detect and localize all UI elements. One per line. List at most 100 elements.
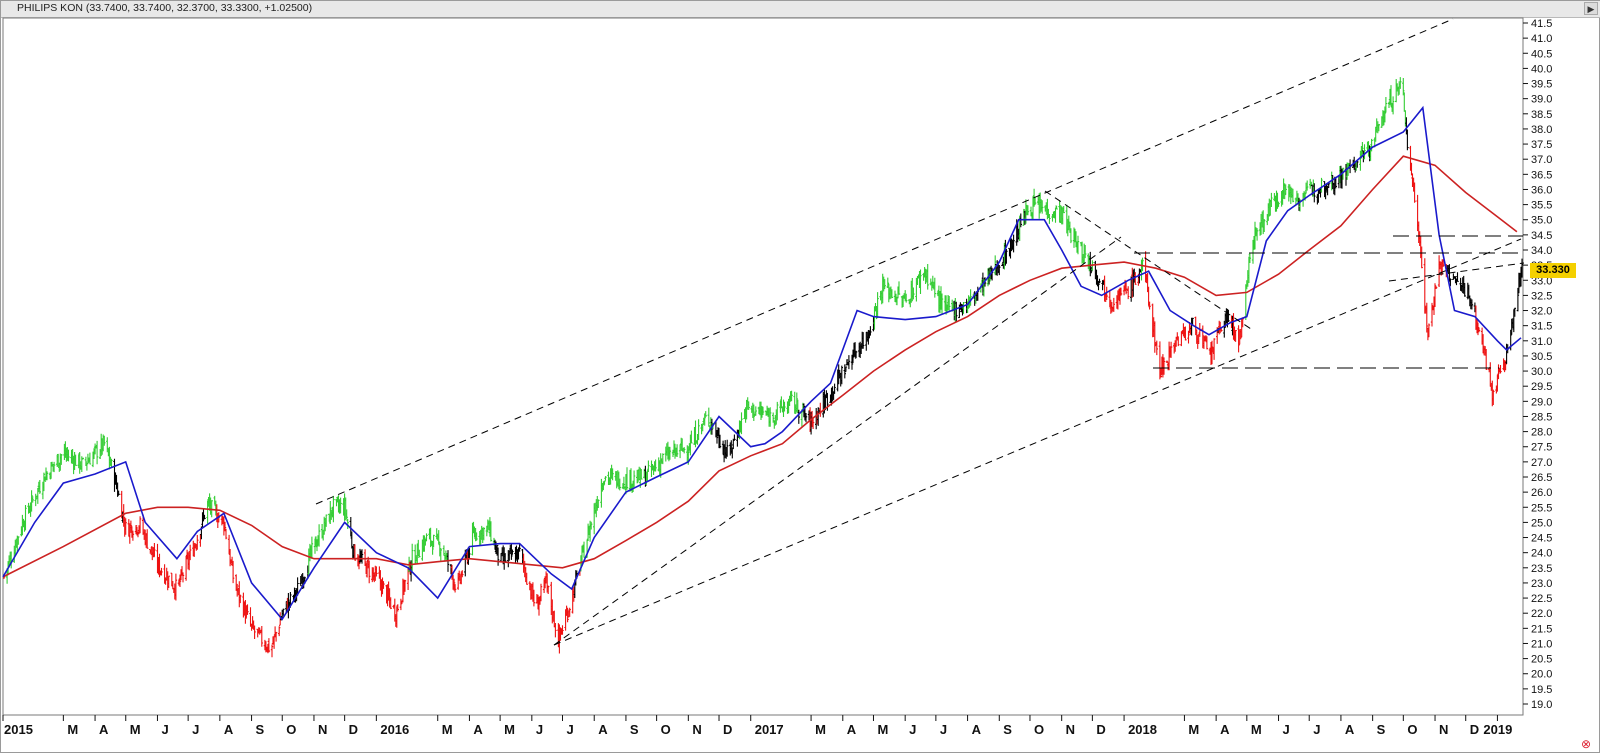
price-bar <box>411 543 414 571</box>
price-bar <box>482 527 485 541</box>
price-bar <box>442 545 446 556</box>
support-line <box>553 236 1122 646</box>
lower-channel-line <box>553 238 1522 646</box>
y-tick-label: 25.0 <box>1531 517 1552 529</box>
price-bar <box>640 469 643 480</box>
price-bar <box>718 434 722 449</box>
price-bar <box>847 355 851 370</box>
price-bar <box>375 566 378 577</box>
price-bar <box>368 560 371 584</box>
price-bar <box>103 435 106 446</box>
x-tick-label: S <box>1377 722 1386 737</box>
price-bar <box>38 480 41 494</box>
upper-channel-line <box>315 18 1454 505</box>
x-tick-label: O <box>661 722 671 737</box>
price-bar <box>1141 257 1144 272</box>
x-tick-label: D <box>349 722 358 737</box>
price-bar <box>1383 106 1387 123</box>
price-bar <box>1434 286 1438 289</box>
x-tick-label: J <box>940 722 947 737</box>
y-tick-label: 40.5 <box>1531 48 1552 60</box>
triangle-right-icon[interactable]: ▶ <box>1584 2 1598 15</box>
price-bar <box>1153 321 1156 353</box>
price-bar <box>1361 142 1364 155</box>
price-bar <box>274 631 278 642</box>
price-bar <box>1520 258 1524 278</box>
price-bar <box>270 644 274 658</box>
price-bar <box>962 302 965 314</box>
price-bar <box>458 570 461 581</box>
price-bar <box>883 279 886 289</box>
x-tick-label: M <box>67 722 78 737</box>
price-bar <box>876 292 879 319</box>
price-bar <box>510 543 513 560</box>
chart-title: PHILIPS KON (33.7400, 33.7400, 32.3700, … <box>17 2 313 14</box>
price-bar <box>1516 287 1520 312</box>
y-tick-label: 40.0 <box>1531 63 1552 75</box>
y-tick-label: 30.5 <box>1531 351 1552 363</box>
slow-moving-average-line <box>2 155 1518 578</box>
price-bar <box>382 580 385 589</box>
circle-x-icon[interactable]: ⊗ <box>1580 737 1592 751</box>
price-bar <box>602 481 605 491</box>
price-bar <box>697 419 700 441</box>
price-bar <box>840 365 843 385</box>
x-tick-label: A <box>99 722 109 737</box>
price-bar <box>618 478 621 491</box>
price-bar <box>1284 184 1287 195</box>
price-bar <box>1413 182 1416 203</box>
y-tick-label: 36.5 <box>1531 169 1552 181</box>
price-bar <box>1127 286 1130 300</box>
price-bar <box>694 420 697 448</box>
price-bar <box>511 549 514 556</box>
price-bar <box>339 497 342 514</box>
plot-frame <box>2 17 1524 716</box>
price-bar <box>1513 307 1516 317</box>
price-bar <box>110 458 113 468</box>
price-bar <box>804 413 808 423</box>
price-bar <box>495 545 499 556</box>
price-bar <box>332 495 335 523</box>
price-bar <box>704 411 707 417</box>
price-bar <box>1377 124 1380 132</box>
price-bar <box>196 535 199 550</box>
price-bar <box>590 521 593 530</box>
price-bar <box>60 454 63 465</box>
price-bar <box>325 514 328 527</box>
price-bar <box>345 509 348 520</box>
price-bar <box>189 544 192 561</box>
x-tick-label: J <box>536 722 543 737</box>
price-bar <box>625 467 629 490</box>
y-tick-label: 39.0 <box>1531 94 1552 106</box>
price-bar <box>554 623 557 638</box>
price-bar <box>754 406 757 416</box>
price-bar <box>890 289 894 298</box>
x-tick-label: M <box>442 722 453 737</box>
x-tick-label: A <box>1345 722 1355 737</box>
price-bar <box>1463 283 1466 297</box>
x-tick-label: N <box>692 722 701 737</box>
price-bar <box>1084 245 1087 259</box>
y-tick-label: 37.0 <box>1531 154 1552 166</box>
price-bar <box>1212 338 1216 360</box>
x-axis: 2015 M A M J J A S O N D 2016 M A M J J A S O N D 2017 M A M J J A S O… <box>2 714 1523 737</box>
price-bar <box>134 525 138 535</box>
y-tick-label: 26.5 <box>1531 472 1552 484</box>
price-bar <box>850 354 854 370</box>
price-bar <box>1334 177 1337 189</box>
price-bar <box>1026 205 1030 216</box>
x-tick-label: J <box>161 722 168 737</box>
price-bar <box>1306 180 1309 191</box>
y-tick-label: 35.5 <box>1531 200 1552 212</box>
price-bar <box>1370 138 1373 152</box>
price-bar <box>1485 349 1488 370</box>
price-bar <box>1220 328 1223 332</box>
y-tick-label: 24.5 <box>1531 533 1552 545</box>
price-bar <box>24 505 27 531</box>
price-bar <box>998 265 1001 276</box>
price-bar <box>862 332 865 349</box>
price-bar <box>1165 360 1169 363</box>
price-bar <box>636 469 639 484</box>
price-bar <box>1041 200 1044 214</box>
